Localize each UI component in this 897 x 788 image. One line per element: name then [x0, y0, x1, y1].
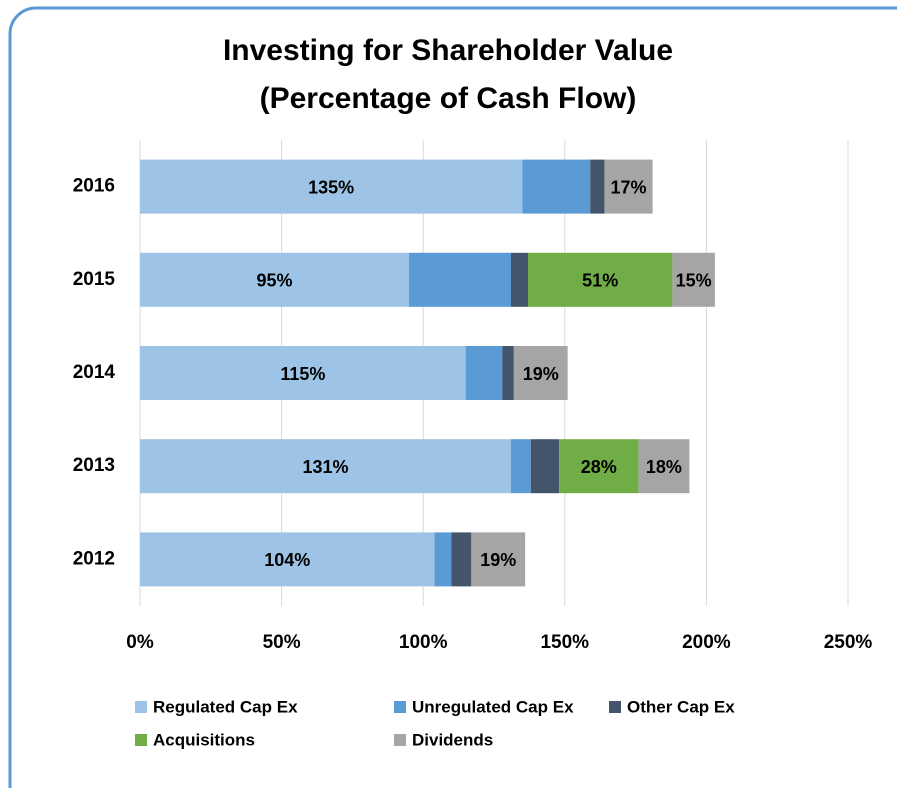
y-tick-label: 2016 — [73, 176, 115, 197]
x-tick-label: 200% — [682, 632, 731, 653]
legend-label: Unregulated Cap Ex — [412, 697, 574, 716]
bar-segment — [140, 346, 466, 400]
bar-segment — [672, 252, 715, 307]
x-tick-label: 150% — [540, 632, 589, 653]
legend-label: Dividends — [412, 730, 493, 749]
x-tick-label: 0% — [126, 632, 154, 653]
legend-swatch — [394, 701, 406, 713]
y-tick-label: 2014 — [73, 362, 116, 383]
bar-segment — [604, 159, 653, 214]
bar-segment — [140, 159, 523, 214]
bar-segment — [513, 346, 568, 400]
bar-segment — [465, 346, 503, 400]
bar-segment — [471, 532, 526, 587]
data-label: 51% — [582, 271, 618, 291]
legend-label: Other Cap Ex — [627, 697, 735, 716]
bar-segment — [409, 252, 511, 307]
y-tick-label: 2013 — [73, 455, 115, 476]
bar-segment — [451, 532, 472, 587]
legend-swatch — [135, 701, 147, 713]
bar-segment — [522, 159, 591, 214]
chart-title: Investing for Shareholder Value — [223, 34, 673, 67]
data-label: 15% — [676, 271, 712, 291]
y-tick-label: 2012 — [73, 548, 115, 569]
bar-segment — [527, 252, 673, 307]
data-label: 104% — [264, 550, 310, 570]
legend-label: Regulated Cap Ex — [153, 697, 298, 716]
bar-segment — [590, 159, 605, 214]
legend-swatch — [609, 701, 621, 713]
chart-subtitle: (Percentage of Cash Flow) — [260, 82, 637, 115]
bar-segment — [510, 439, 531, 494]
bar-segment — [434, 532, 452, 587]
bar-segment — [140, 252, 410, 307]
data-label: 131% — [302, 457, 348, 477]
data-label: 19% — [480, 550, 516, 570]
data-label: 135% — [308, 177, 354, 197]
data-label: 17% — [611, 177, 647, 197]
bar-segment — [530, 439, 560, 494]
data-label: 18% — [646, 457, 682, 477]
x-tick-label: 250% — [824, 632, 873, 653]
bar-segment — [140, 532, 435, 587]
bar-segment — [559, 439, 639, 494]
data-label: 115% — [280, 364, 325, 384]
bar-segment — [510, 252, 528, 307]
legend-label: Acquisitions — [153, 730, 255, 749]
bar-segment — [140, 439, 511, 494]
y-tick-label: 2015 — [73, 269, 116, 290]
data-label: 19% — [523, 364, 559, 384]
legend-swatch — [135, 734, 147, 746]
bar-segment — [638, 439, 690, 494]
bar-segment — [502, 346, 514, 400]
x-tick-label: 50% — [263, 632, 301, 653]
legend-swatch — [394, 734, 406, 746]
data-label: 95% — [257, 271, 293, 291]
data-label: 28% — [581, 457, 617, 477]
x-tick-label: 100% — [399, 632, 448, 653]
